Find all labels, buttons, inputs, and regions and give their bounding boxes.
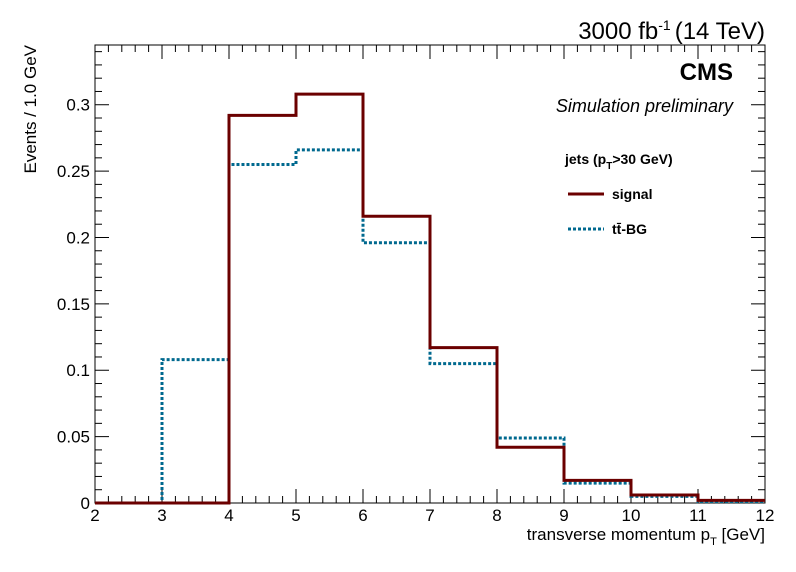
- x-axis-title: transverse momentum pT [GeV]: [527, 525, 765, 548]
- y-tick-label: 0.2: [66, 228, 90, 247]
- x-tick-label: 11: [689, 506, 707, 525]
- lumi-exponent: -1: [658, 17, 671, 33]
- histogram-series: [95, 92, 765, 505]
- signal-series-line: [95, 92, 765, 505]
- legend-header-sub: T: [606, 161, 612, 172]
- simulation-preliminary-label: Simulation preliminary: [556, 96, 734, 116]
- x-axis-title-post: [GeV]: [717, 525, 765, 544]
- x-axis-title-sub: T: [710, 536, 717, 548]
- x-tick-label: 9: [559, 506, 568, 525]
- y-tick-label: 0.1: [66, 361, 90, 380]
- lumi-value: 3000 fb: [578, 18, 658, 45]
- axis-ticks: [94, 45, 766, 504]
- x-tick-label: 4: [224, 506, 233, 525]
- legend: jets (pT>30 GeV) signal tt̄-BG: [564, 151, 673, 237]
- cms-label: CMS: [680, 59, 733, 86]
- x-tick-label: 10: [622, 506, 641, 525]
- y-tick-label: 0.05: [57, 428, 90, 447]
- legend-header-post: >30 GeV): [612, 151, 672, 167]
- x-tick-label: 5: [291, 506, 300, 525]
- y-tick-label: 0.25: [57, 162, 90, 181]
- y-axis-title: Events / 1.0 GeV: [21, 44, 40, 173]
- x-tick-label: 3: [157, 506, 166, 525]
- y-tick-label: 0.3: [66, 96, 90, 115]
- legend-header: jets (pT>30 GeV): [564, 151, 673, 172]
- x-tick-label: 12: [756, 506, 775, 525]
- legend-header-pre: jets (p: [564, 151, 606, 167]
- x-tick-label: 6: [358, 506, 367, 525]
- axis-tick-labels: 2 3 4 5 6 7 8 9 10 11 12 0 0.05 0.1 0.15 0.2 0.25 0.3: [57, 96, 775, 525]
- lumi-label: 3000 fb-1 (14 TeV): [578, 17, 765, 45]
- x-tick-label: 8: [492, 506, 501, 525]
- y-tick-label: 0.15: [57, 295, 90, 314]
- energy-label: (14 TeV): [675, 18, 765, 45]
- x-tick-label: 2: [90, 506, 99, 525]
- y-tick-label: 0: [81, 494, 90, 513]
- x-tick-label: 7: [425, 506, 434, 525]
- x-axis-title-pre: transverse momentum p: [527, 525, 710, 544]
- legend-bg-label: tt̄-BG: [612, 221, 647, 237]
- legend-signal-label: signal: [612, 186, 652, 202]
